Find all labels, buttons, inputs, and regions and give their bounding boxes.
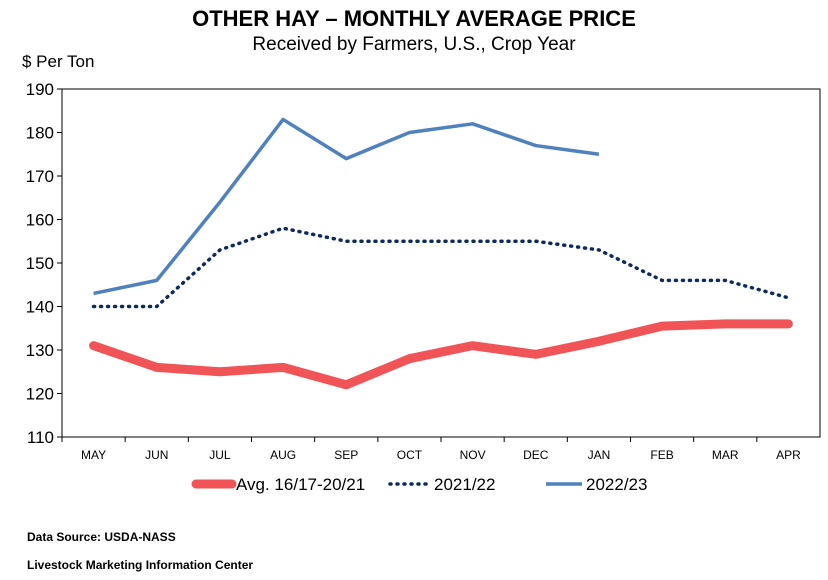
series-line-avg-16-17-20-21	[89, 319, 793, 390]
legend-label: Avg. 16/17-20/21	[236, 475, 365, 494]
y-axis-label: $ Per Ton	[22, 52, 95, 71]
x-tick-label: SEP	[334, 448, 358, 462]
y-tick-label: 170	[26, 167, 54, 186]
series-line-2022-23	[93, 117, 600, 296]
x-tick-label: JUL	[209, 448, 231, 462]
x-tick-label: JAN	[588, 448, 611, 462]
x-tick-label: MAY	[81, 448, 106, 462]
x-tick-label: MAR	[712, 448, 739, 462]
x-tick-label: NOV	[460, 448, 486, 462]
chart-title: OTHER HAY – MONTHLY AVERAGE PRICE	[192, 6, 636, 31]
y-tick-label: 120	[26, 385, 54, 404]
legend-label: 2021/22	[434, 475, 495, 494]
x-tick-label: APR	[776, 448, 801, 462]
x-tick-label: FEB	[650, 448, 673, 462]
organization: Livestock Marketing Information Center	[27, 558, 254, 572]
legend-label: 2022/23	[586, 475, 647, 494]
x-tick-label: OCT	[397, 448, 423, 462]
y-tick-label: 140	[26, 298, 54, 317]
y-tick-label: 160	[26, 211, 54, 230]
plot-area	[61, 88, 821, 438]
y-tick-label: 130	[26, 341, 54, 360]
y-tick-label: 150	[26, 254, 54, 273]
data-source: Data Source: USDA-NASS	[27, 530, 176, 544]
x-tick-label: AUG	[270, 448, 296, 462]
x-tick-label: DEC	[523, 448, 549, 462]
x-tick-label: JUN	[145, 448, 168, 462]
series-line-2021-22	[91, 226, 791, 309]
y-tick-label: 190	[26, 80, 54, 99]
chart-subtitle: Received by Farmers, U.S., Crop Year	[252, 34, 576, 55]
y-tick-label: 180	[26, 124, 54, 143]
y-tick-label: 110	[27, 428, 54, 447]
